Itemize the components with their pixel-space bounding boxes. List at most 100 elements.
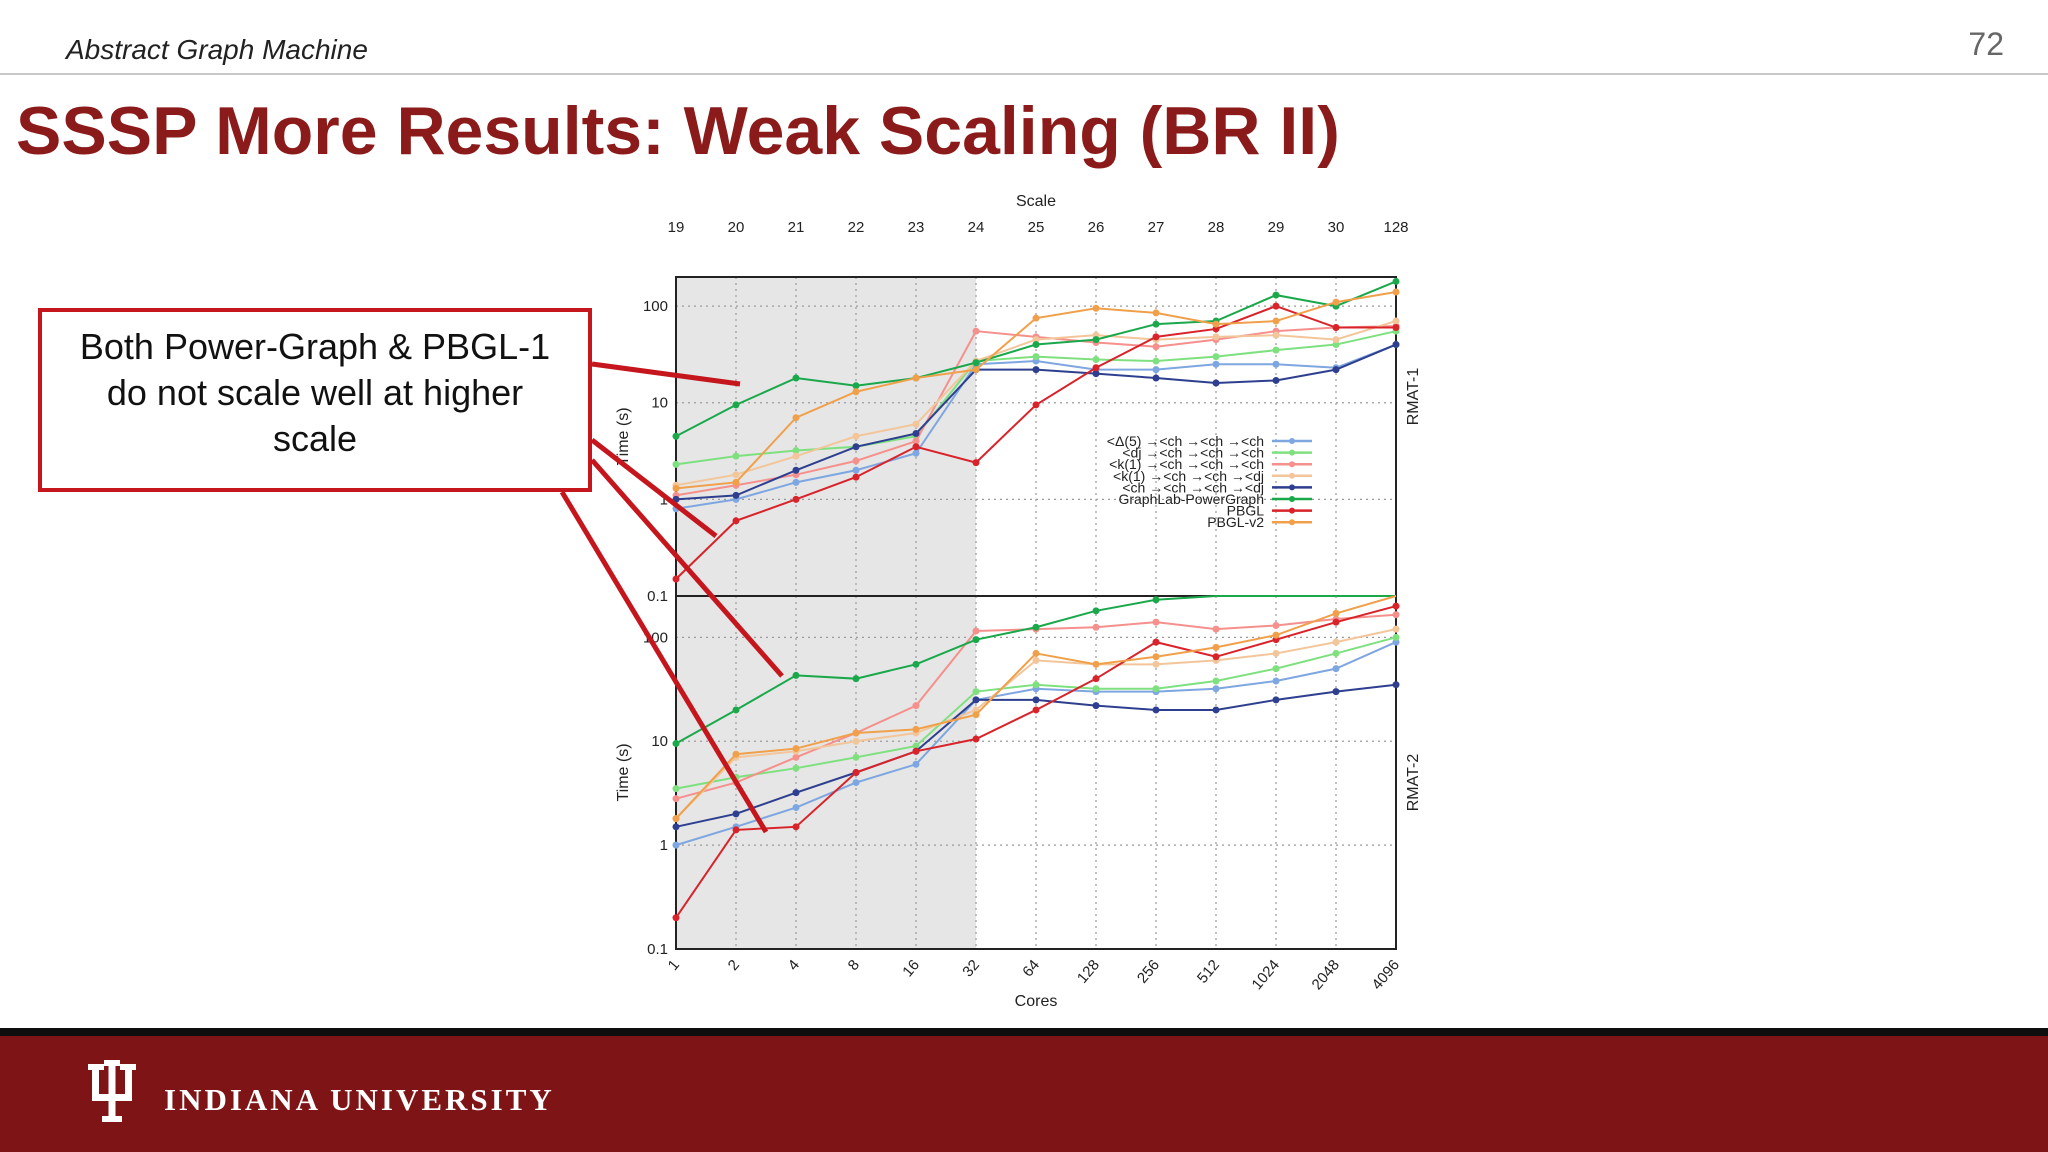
data-point — [1332, 324, 1340, 332]
legend-marker — [1289, 496, 1295, 502]
x-tick-label: 256 — [1134, 957, 1163, 987]
header-divider — [0, 73, 2048, 75]
series-group — [672, 602, 1400, 922]
data-point — [1272, 376, 1280, 384]
data-point — [972, 696, 980, 704]
legend-label: <k(1) →<ch →<ch →<dj — [1113, 468, 1264, 484]
x-tick-label: 1 — [665, 957, 683, 974]
x2-axis-label: Scale — [1016, 193, 1056, 210]
data-point — [972, 636, 980, 644]
legend-marker — [1289, 438, 1295, 444]
legend-marker — [1289, 484, 1295, 491]
data-point — [672, 914, 680, 922]
institution-name: INDIANA UNIVERSITY — [164, 1082, 555, 1117]
data-point — [1152, 685, 1160, 693]
data-point — [852, 769, 860, 776]
data-point — [1212, 625, 1220, 633]
scale-tick-label: 20 — [728, 219, 745, 236]
data-point — [1332, 366, 1340, 374]
scale-tick-label: 21 — [788, 219, 805, 236]
data-point — [1332, 609, 1340, 617]
y-tick-label: 10 — [651, 395, 668, 412]
data-point — [1332, 618, 1340, 626]
data-point — [1092, 336, 1100, 344]
x-tick-label: 8 — [845, 957, 863, 974]
x-tick-label: 2 — [725, 957, 743, 974]
data-point — [1092, 370, 1100, 378]
data-point — [1092, 702, 1100, 710]
data-point — [1332, 688, 1340, 696]
data-point — [672, 575, 680, 583]
data-point — [1032, 366, 1040, 374]
data-point — [972, 359, 980, 367]
data-point — [672, 795, 680, 803]
data-point — [1152, 638, 1160, 646]
legend-label: <dj →<ch →<ch →<ch — [1122, 445, 1264, 461]
data-point — [792, 823, 800, 831]
data-point — [672, 495, 680, 503]
data-point — [972, 688, 980, 696]
data-point — [672, 740, 680, 748]
series-group — [672, 595, 1397, 823]
data-point — [792, 745, 800, 753]
scale-tick-label: 19 — [668, 219, 685, 236]
data-point — [1032, 623, 1040, 631]
legend-marker — [1289, 472, 1295, 479]
data-point — [1212, 325, 1220, 333]
data-point — [1392, 681, 1400, 689]
data-point — [672, 841, 680, 849]
legend-label: <ch →<ch →<ch →<dj — [1122, 479, 1264, 495]
data-point — [852, 753, 860, 761]
scale-tick-label: 24 — [968, 219, 985, 236]
data-point — [1092, 356, 1100, 364]
data-point — [912, 747, 920, 755]
data-point — [1392, 288, 1400, 296]
legend-label: PBGL — [1227, 503, 1265, 519]
data-point — [1272, 622, 1280, 630]
x-tick-label: 512 — [1194, 957, 1223, 987]
data-point — [732, 452, 740, 460]
data-point — [792, 447, 800, 455]
legend-marker — [1289, 449, 1295, 456]
data-point — [1032, 696, 1040, 704]
data-point — [972, 711, 980, 719]
y-tick-label: 100 — [643, 629, 668, 646]
data-point — [1152, 366, 1160, 374]
data-point — [912, 742, 920, 750]
x-tick-label: 2048 — [1309, 957, 1343, 993]
data-point — [972, 735, 980, 743]
legend-label: <Δ(5) →<ch →<ch →<ch — [1107, 433, 1264, 449]
data-point — [912, 725, 920, 733]
data-point — [1152, 357, 1160, 365]
data-point — [1092, 623, 1100, 631]
data-point — [912, 760, 920, 768]
data-point — [1392, 277, 1400, 285]
data-point — [1332, 298, 1340, 306]
scale-tick-label: 23 — [908, 219, 925, 236]
data-point — [1272, 291, 1280, 299]
data-point — [1152, 660, 1160, 668]
data-point — [672, 460, 680, 468]
panel-label: RMAT-1 — [1405, 368, 1422, 426]
shaded-region — [676, 277, 976, 596]
data-point — [1212, 333, 1220, 341]
data-point — [852, 729, 860, 737]
data-point — [1032, 706, 1040, 714]
data-point — [1272, 665, 1280, 673]
data-point — [1032, 656, 1040, 664]
data-point — [672, 815, 680, 823]
scale-tick-label: 26 — [1088, 219, 1105, 236]
legend-label: <k(1) →<ch →<ch →<ch — [1109, 456, 1264, 472]
callout-box: Both Power-Graph & PBGL-1 do not scale w… — [38, 308, 592, 492]
y-tick-label: 0.1 — [647, 588, 668, 605]
data-point — [912, 374, 920, 382]
series-group — [672, 633, 1400, 793]
chart-panel-rmat-1: 0.1 1 10 100 Time (s) RMAT-1 Scale 19 20 21 22 23 24… — [615, 193, 1422, 605]
scale-tick-label: 29 — [1268, 219, 1285, 236]
data-point — [852, 443, 860, 451]
data-point — [732, 471, 740, 479]
data-point — [792, 495, 800, 503]
data-point — [1272, 317, 1280, 325]
data-point — [1272, 346, 1280, 354]
x-tick-label: 16 — [899, 957, 923, 981]
